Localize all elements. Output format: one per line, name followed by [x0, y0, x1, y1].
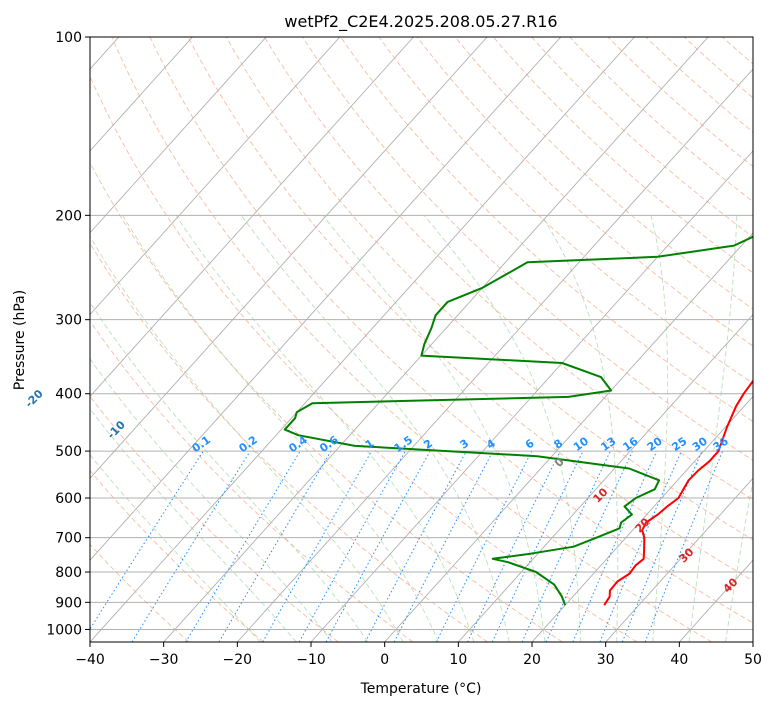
dry-adiabat-line	[90, 75, 638, 642]
mixing-ratio-line	[325, 450, 431, 642]
mixing-ratio-line	[90, 450, 204, 630]
x-tick-label: 40	[670, 652, 688, 668]
isotherm-line	[90, 37, 635, 642]
y-tick-label: 1000	[46, 622, 82, 638]
isotherm-line	[531, 395, 753, 642]
isotherm-line	[236, 68, 753, 642]
isotherm-line	[384, 232, 753, 642]
y-tick-label: 800	[55, 565, 82, 581]
isotherm-line	[90, 37, 341, 316]
dry-adiabat-line	[90, 161, 563, 642]
y-axis: 100 200 300 400 500 600 700 800 900 1000	[46, 30, 90, 638]
x-tick-label: −10	[296, 652, 326, 668]
pressure-gridlines	[90, 37, 753, 630]
dry-adiabat-line	[90, 469, 264, 642]
y-tick-label: 200	[55, 208, 82, 224]
isotherm-line	[457, 313, 753, 642]
mixing-ratio-line	[364, 450, 467, 642]
y-tick-label: 500	[55, 444, 82, 460]
isotherm-line	[90, 37, 562, 561]
dry-adiabat-line	[90, 320, 414, 642]
reference-lines	[90, 37, 753, 642]
y-tick-label: 300	[55, 313, 82, 329]
moist-adiabat-line	[322, 215, 546, 642]
y-axis-label: Pressure (hPa)	[12, 290, 28, 390]
mixing-ratio-line	[298, 450, 406, 642]
moist-adiabat-line	[90, 235, 404, 642]
dry-adiabat-line	[264, 37, 753, 501]
dry-adiabat-line	[111, 37, 712, 642]
profile-lines	[283, 235, 753, 606]
dry-adiabat-line	[340, 37, 753, 423]
dewpoint-profile-line	[283, 235, 753, 606]
moist-adiabat-line	[541, 215, 619, 642]
mixing-ratio-line	[644, 450, 724, 642]
temperature-profile-line	[603, 379, 753, 606]
moist-adiabat-line	[90, 454, 261, 642]
mixing-ratio-line	[599, 450, 682, 642]
plot-frame	[89, 36, 754, 643]
mixing-ratio-line	[131, 450, 251, 642]
moist-adiabat-line	[240, 215, 510, 642]
isotherm-line	[90, 37, 414, 398]
y-tick-label: 100	[55, 30, 82, 46]
x-tick-label: 50	[744, 652, 762, 668]
x-tick-label: 10	[449, 652, 467, 668]
isotherm-line	[605, 477, 753, 642]
isotherm-line	[90, 37, 267, 234]
mixing-ratio-line	[621, 450, 703, 642]
y-tick-label: 900	[55, 595, 82, 611]
x-axis: −40 −30 −20 −10 0 10 20 30 40 50	[75, 642, 762, 668]
x-tick-label: −40	[75, 652, 105, 668]
moist-adiabat-line	[122, 215, 439, 642]
mixing-ratio-line	[435, 450, 533, 642]
dry-adiabat-line	[90, 242, 488, 642]
moist-adiabat-line	[90, 408, 297, 642]
isotherm-line	[163, 37, 709, 642]
dry-adiabat-line	[187, 37, 753, 582]
mixing-ratio-line	[572, 450, 658, 642]
mixing-ratio-line	[545, 450, 633, 642]
dry-adiabat-line	[149, 37, 753, 624]
y-tick-label: 600	[55, 491, 82, 507]
y-tick-label: 700	[55, 531, 82, 547]
x-tick-label: −30	[149, 652, 179, 668]
moist-adiabat-line	[688, 215, 738, 642]
moist-adiabat-line	[650, 215, 669, 642]
y-tick-label: 400	[55, 387, 82, 403]
x-tick-label: 0	[380, 652, 389, 668]
x-tick-label: 20	[523, 652, 541, 668]
dry-adiabat-line	[454, 37, 753, 310]
moist-adiabat-line	[175, 215, 475, 642]
isotherm-line	[90, 37, 193, 152]
dry-adiabat-line	[416, 37, 753, 347]
moist-adiabat-line	[90, 301, 369, 642]
x-axis-label: Temperature (°C)	[360, 681, 482, 697]
moist-adiabat-line	[423, 215, 582, 642]
x-tick-label: 30	[597, 652, 615, 668]
isotherm-line	[90, 37, 488, 479]
chart-title: wetPf2_C2E4.2025.208.05.27.R16	[284, 12, 557, 32]
x-tick-label: −20	[223, 652, 253, 668]
dry-adiabat-line	[225, 37, 753, 541]
